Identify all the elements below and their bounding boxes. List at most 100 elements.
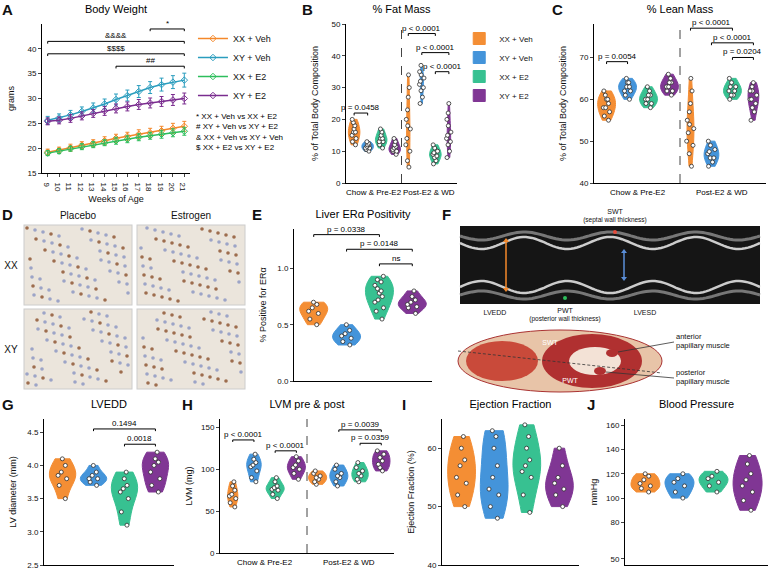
svg-text:Ejection Fraction: Ejection Fraction — [470, 398, 552, 410]
svg-text:18: 18 — [144, 183, 153, 192]
svg-text:papillary muscle: papillary muscle — [676, 341, 730, 350]
svg-text:p = 0.0054: p = 0.0054 — [598, 52, 637, 61]
svg-text:15: 15 — [27, 169, 36, 178]
svg-text:60: 60 — [427, 444, 436, 453]
svg-text:Placebo: Placebo — [60, 210, 97, 221]
svg-text:* XX + Veh vs XX + E2# XY + Ve: * XX + Veh vs XX + E2# XY + Veh vs XY + … — [196, 112, 283, 152]
svg-text:4.0: 4.0 — [27, 461, 39, 470]
svg-text:12: 12 — [76, 183, 85, 192]
svg-text:1.0: 1.0 — [277, 264, 289, 273]
svg-text:0: 0 — [210, 549, 215, 558]
svg-text:50: 50 — [205, 507, 214, 516]
svg-text:PWT: PWT — [562, 377, 578, 384]
svg-text:140: 140 — [606, 445, 620, 454]
svg-text:p < 0.0001: p < 0.0001 — [402, 24, 441, 33]
svg-text:(posterior wall thickness): (posterior wall thickness) — [529, 315, 601, 323]
svg-text:papillary muscle: papillary muscle — [676, 377, 730, 386]
svg-text:3.0: 3.0 — [27, 528, 39, 537]
svg-text:14: 14 — [99, 183, 108, 192]
svg-text:LV diameter (mm): LV diameter (mm) — [8, 456, 18, 527]
svg-text:p < 0.0001: p < 0.0001 — [692, 18, 731, 27]
svg-text:##: ## — [146, 56, 155, 65]
svg-text:0.0: 0.0 — [277, 377, 289, 386]
svg-text:% of Total Body Composition: % of Total Body Composition — [558, 46, 568, 161]
svg-text:Ejection Fraction (%): Ejection Fraction (%) — [406, 450, 416, 534]
svg-text:Post-E2 & WD: Post-E2 & WD — [696, 188, 748, 197]
svg-text:mmHg: mmHg — [589, 479, 599, 506]
svg-text:p < 0.0001: p < 0.0001 — [224, 430, 263, 439]
svg-text:15: 15 — [110, 183, 119, 192]
svg-text:80: 80 — [610, 518, 619, 527]
svg-text:Weeks of Age: Weeks of Age — [88, 194, 143, 204]
svg-text:20: 20 — [27, 144, 36, 153]
svg-text:p = 0.0359: p = 0.0359 — [351, 433, 390, 442]
svg-text:p < 0.0001: p < 0.0001 — [423, 62, 462, 71]
svg-text:0.0018: 0.0018 — [127, 434, 152, 443]
svg-text:LVEDD: LVEDD — [484, 309, 507, 316]
svg-text:40: 40 — [27, 45, 36, 54]
svg-text:0: 0 — [336, 179, 341, 188]
svg-text:$$$$: $$$$ — [107, 44, 125, 53]
svg-text:160: 160 — [606, 421, 620, 430]
svg-text:Liver ERα Positivity: Liver ERα Positivity — [316, 208, 411, 220]
svg-text:p = 0.0458: p = 0.0458 — [341, 103, 380, 112]
svg-text:XX + Veh: XX + Veh — [499, 35, 533, 44]
svg-text:XX: XX — [4, 260, 18, 271]
svg-text:LVM (mg): LVM (mg) — [184, 467, 194, 506]
svg-text:anterior: anterior — [676, 332, 702, 341]
svg-text:19: 19 — [156, 183, 165, 192]
svg-text:p = 0.0039: p = 0.0039 — [341, 420, 380, 429]
svg-text:XY + Veh: XY + Veh — [233, 53, 271, 63]
svg-text:PWT: PWT — [557, 307, 573, 314]
svg-text:XY: XY — [4, 344, 18, 355]
svg-text:3.5: 3.5 — [27, 494, 39, 503]
svg-text:100: 100 — [606, 494, 620, 503]
svg-text:50: 50 — [610, 555, 619, 564]
svg-text:grams: grams — [6, 86, 16, 112]
svg-text:50: 50 — [331, 20, 340, 29]
svg-text:XX + E2: XX + E2 — [499, 73, 529, 82]
svg-text:100: 100 — [201, 465, 215, 474]
svg-text:p < 0.0001: p < 0.0001 — [713, 33, 752, 42]
svg-text:25: 25 — [27, 119, 36, 128]
svg-text:20: 20 — [167, 183, 176, 192]
svg-text:60: 60 — [579, 95, 588, 104]
svg-text:20: 20 — [331, 115, 340, 124]
svg-text:SWT: SWT — [542, 339, 558, 346]
svg-text:(septal wall thickness): (septal wall thickness) — [583, 216, 647, 224]
svg-text:35: 35 — [27, 69, 36, 78]
svg-text:0.1494: 0.1494 — [112, 419, 137, 428]
svg-text:LVESD: LVESD — [634, 309, 656, 316]
svg-text:posterior: posterior — [676, 368, 706, 377]
svg-text:&&&&: &&&& — [105, 31, 127, 40]
svg-text:LVM pre & post: LVM pre & post — [270, 398, 345, 410]
svg-text:4.5: 4.5 — [27, 428, 39, 437]
svg-text:% Lean Mass: % Lean Mass — [647, 3, 714, 15]
svg-text:% Fat Mass: % Fat Mass — [372, 3, 431, 15]
svg-text:30: 30 — [331, 83, 340, 92]
svg-text:10: 10 — [331, 147, 340, 156]
svg-text:XX + E2: XX + E2 — [233, 72, 266, 82]
svg-text:Chow & Pre-E2: Chow & Pre-E2 — [346, 188, 402, 197]
svg-text:*: * — [166, 19, 169, 28]
svg-text:XX + Veh: XX + Veh — [233, 34, 271, 44]
svg-text:21: 21 — [178, 183, 187, 192]
svg-text:11: 11 — [64, 183, 73, 192]
svg-text:120: 120 — [606, 470, 620, 479]
svg-text:Post-E2 & WD: Post-E2 & WD — [323, 558, 375, 567]
svg-text:p = 0.0148: p = 0.0148 — [360, 239, 399, 248]
svg-text:Chow & Pre-E2: Chow & Pre-E2 — [610, 188, 666, 197]
svg-text:150: 150 — [201, 423, 215, 432]
svg-text:Blood Pressure: Blood Pressure — [659, 398, 734, 410]
svg-text:p = 0.0204: p = 0.0204 — [723, 47, 762, 56]
svg-text:Body Weight: Body Weight — [85, 3, 147, 15]
svg-text:SWT: SWT — [607, 208, 623, 215]
svg-text:Post-E2 & WD: Post-E2 & WD — [403, 188, 455, 197]
svg-text:p < 0.0001: p < 0.0001 — [416, 43, 455, 52]
svg-text:17: 17 — [133, 183, 142, 192]
svg-text:Estrogen: Estrogen — [171, 210, 211, 221]
svg-text:2.5: 2.5 — [27, 561, 39, 570]
svg-text:40: 40 — [427, 561, 436, 570]
svg-text:40: 40 — [331, 52, 340, 61]
svg-text:% Positive for ERα: % Positive for ERα — [258, 267, 268, 342]
